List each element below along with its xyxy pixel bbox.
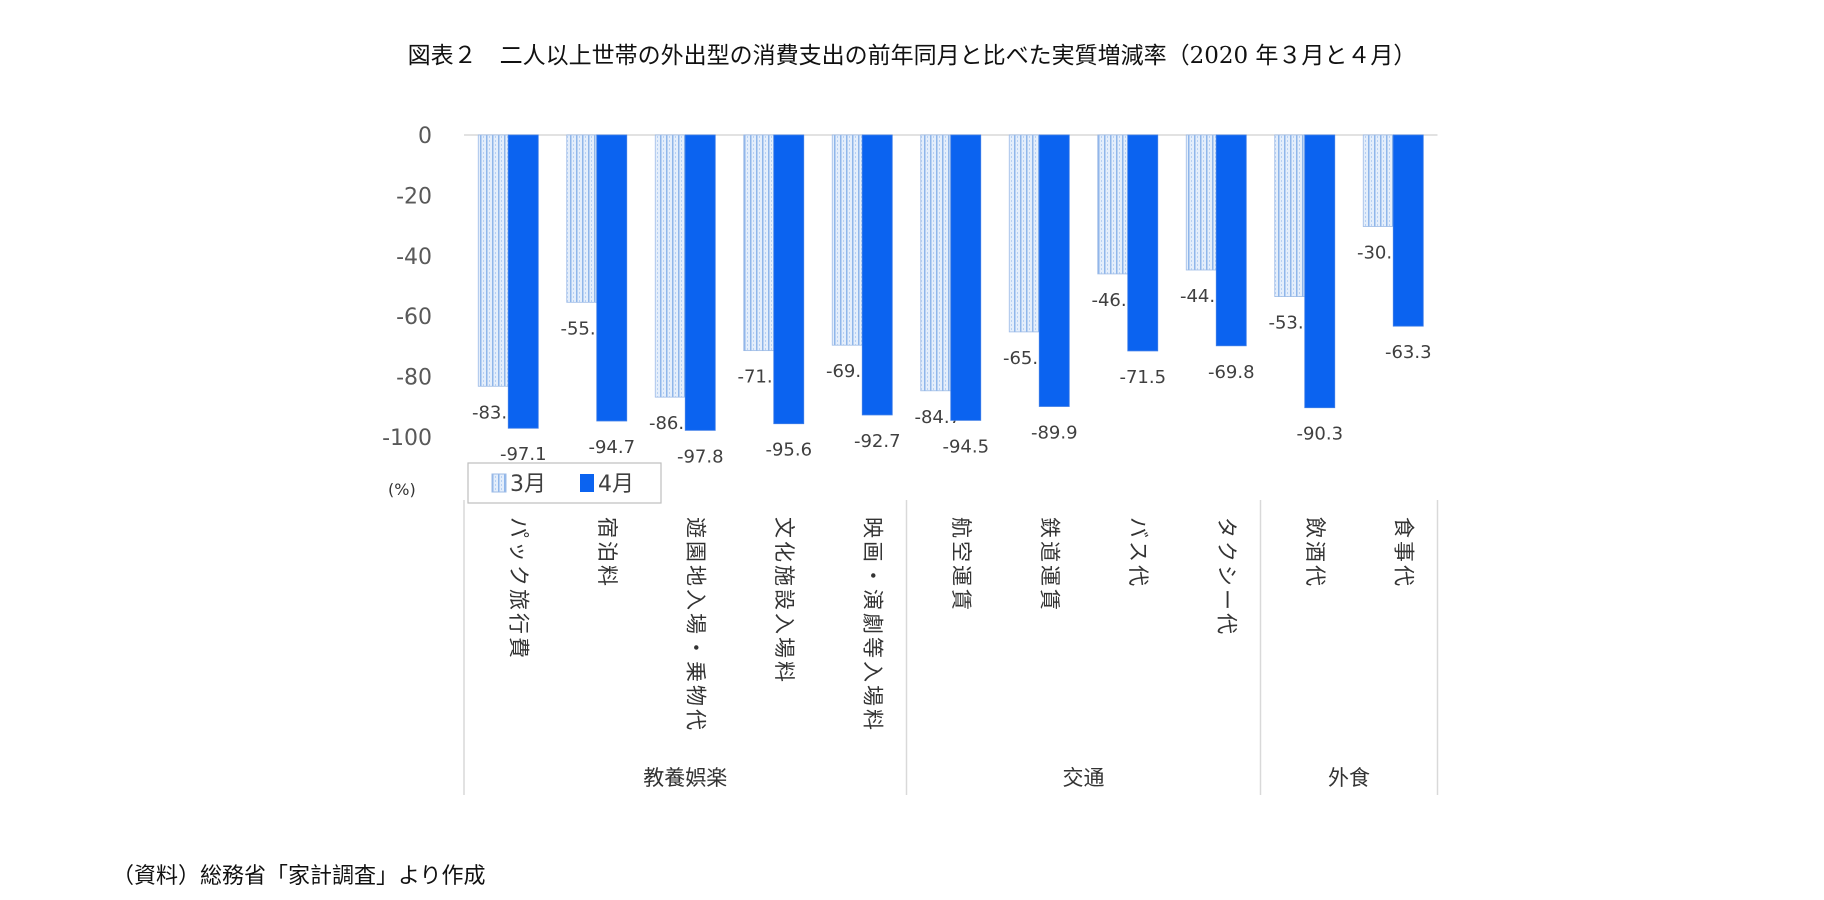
source-note: （資料）総務省「家計調査」より作成 — [112, 864, 486, 889]
bar-april — [1392, 134, 1424, 327]
category-label: 映画・演劇等入場料 — [860, 517, 884, 733]
category-label: パック旅行費 — [506, 517, 530, 661]
bar-april — [684, 134, 716, 431]
y-tick-label: -20 — [396, 184, 432, 209]
bar-april — [1038, 134, 1070, 407]
category-label: 航空運賃 — [949, 517, 973, 613]
data-label: -55.4 — [560, 318, 607, 339]
bar-march — [831, 134, 863, 346]
data-label: -46.0 — [1091, 290, 1138, 311]
category-label: タクシー代 — [1214, 517, 1238, 637]
y-tick-label: -40 — [396, 245, 432, 270]
y-tick-label: -80 — [396, 366, 432, 391]
bar-april — [1127, 134, 1159, 352]
bar-april — [773, 134, 805, 425]
y-tick-label: -60 — [396, 305, 432, 330]
group-label: 教養娯楽 — [643, 766, 727, 790]
data-label: -69.6 — [826, 361, 873, 382]
bar-march — [1362, 134, 1394, 227]
y-axis-unit: (%) — [388, 480, 416, 499]
data-label: -71.5 — [1119, 367, 1166, 388]
bar-march — [1274, 134, 1306, 297]
data-label: -63.3 — [1385, 342, 1432, 363]
category-label: 飲酒代 — [1303, 517, 1327, 589]
bar-march — [1185, 134, 1217, 271]
data-label: -89.9 — [1031, 422, 1078, 443]
data-label: -44.7 — [1180, 286, 1227, 307]
bar-april — [1215, 134, 1247, 347]
bar-march — [920, 134, 952, 392]
y-tick-label: -100 — [382, 426, 432, 451]
category-label: 鉄道運賃 — [1037, 517, 1061, 613]
group-label: 交通 — [1063, 766, 1105, 790]
bar-march — [654, 134, 686, 398]
category-label: 食事代 — [1391, 517, 1415, 589]
data-label: -86.8 — [649, 413, 696, 434]
bar-march — [1097, 134, 1129, 275]
data-label: -97.8 — [677, 446, 724, 467]
bar-march — [743, 134, 775, 352]
bar-april — [950, 134, 982, 421]
data-label: -95.6 — [765, 440, 812, 461]
bar-april — [507, 134, 539, 429]
bar-march — [566, 134, 598, 303]
legend-label-march: 3月 — [510, 472, 546, 497]
category-label: 文化施設入場料 — [772, 517, 796, 685]
bar-march — [1008, 134, 1040, 333]
category-label: 宿泊料 — [595, 517, 619, 589]
legend-label-april: 4月 — [598, 472, 634, 497]
data-label: -92.7 — [854, 431, 901, 452]
bar-april — [596, 134, 628, 422]
data-label: -83.2 — [472, 402, 519, 423]
chart-title: 図表２ 二人以上世帯の外出型の消費支出の前年同月と比べた実質増減率（2020 年… — [407, 43, 1417, 69]
data-label: -71.4 — [737, 367, 784, 388]
legend-swatch-march — [491, 473, 507, 493]
data-label: -65.2 — [1003, 348, 1050, 369]
bar-april — [1304, 134, 1336, 409]
bar-march — [477, 134, 509, 387]
group-label: 外食 — [1328, 766, 1370, 790]
data-label: -30.3 — [1357, 243, 1404, 264]
data-label: -94.5 — [942, 436, 989, 457]
y-tick-label: 0 — [418, 124, 432, 149]
data-label: -90.3 — [1296, 424, 1343, 445]
legend-swatch-april — [580, 474, 594, 492]
data-label: -53.5 — [1268, 313, 1315, 334]
category-label: 遊園地入場・乗物代 — [683, 517, 707, 733]
data-label: -97.1 — [500, 444, 547, 465]
bar-april — [861, 134, 893, 416]
category-label: バス代 — [1126, 517, 1150, 589]
data-label: -84.7 — [914, 407, 961, 428]
data-label: -94.7 — [588, 437, 635, 458]
data-label: -69.8 — [1208, 362, 1255, 383]
